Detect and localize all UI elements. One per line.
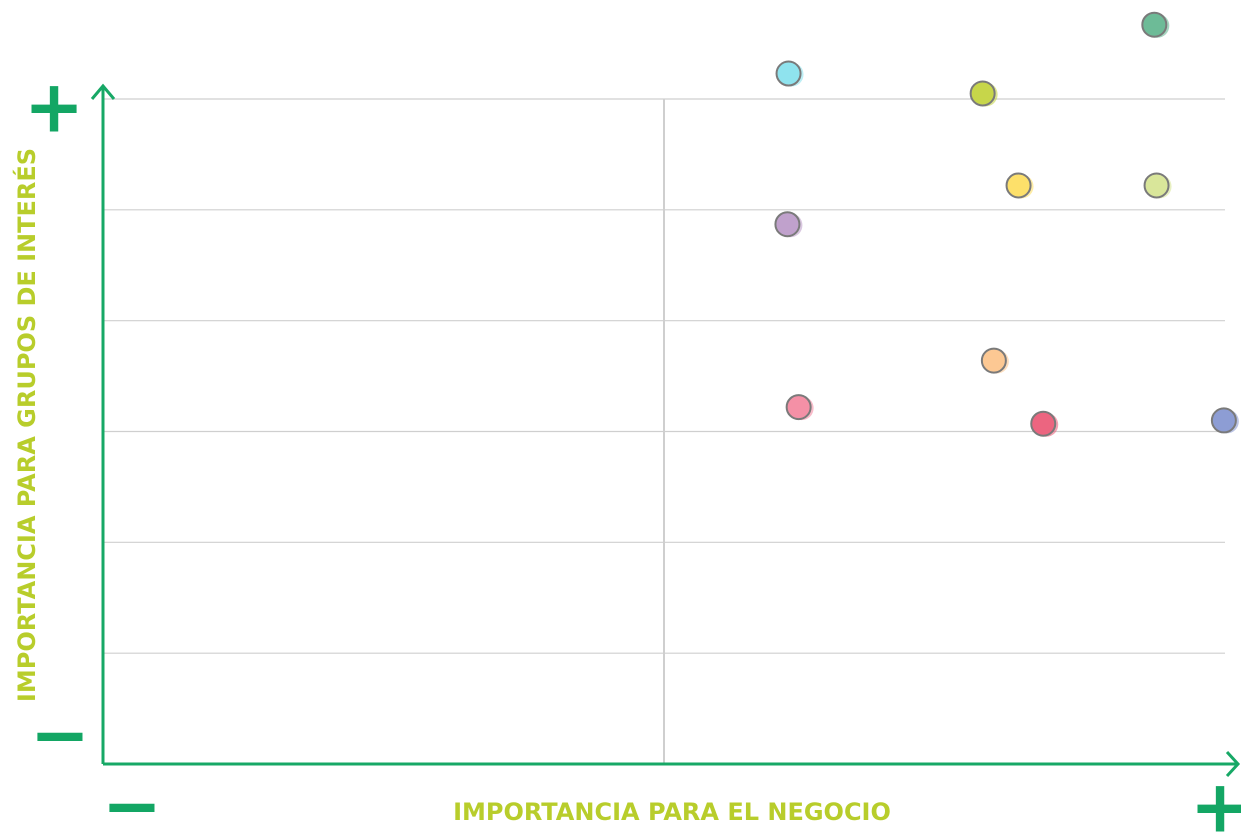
point bbox=[785, 394, 812, 421]
y-min-sign: − bbox=[30, 693, 90, 777]
y-axis-title: IMPORTANCIA PARA GRUPOS DE INTERÉS bbox=[12, 148, 41, 702]
point bbox=[1210, 407, 1237, 434]
x-max-sign: + bbox=[1190, 765, 1241, 835]
y-axis bbox=[90, 83, 116, 764]
point bbox=[1030, 410, 1057, 437]
y-max-sign: + bbox=[24, 65, 84, 149]
point bbox=[774, 211, 801, 238]
x-min-sign: − bbox=[102, 764, 162, 835]
x-axis bbox=[103, 750, 1241, 778]
point bbox=[1143, 172, 1170, 199]
point bbox=[969, 80, 996, 107]
point bbox=[1141, 11, 1168, 38]
x-axis-title: IMPORTANCIA PARA EL NEGOCIO bbox=[453, 798, 891, 826]
point bbox=[1005, 172, 1032, 199]
point bbox=[980, 347, 1007, 374]
point bbox=[775, 60, 802, 87]
